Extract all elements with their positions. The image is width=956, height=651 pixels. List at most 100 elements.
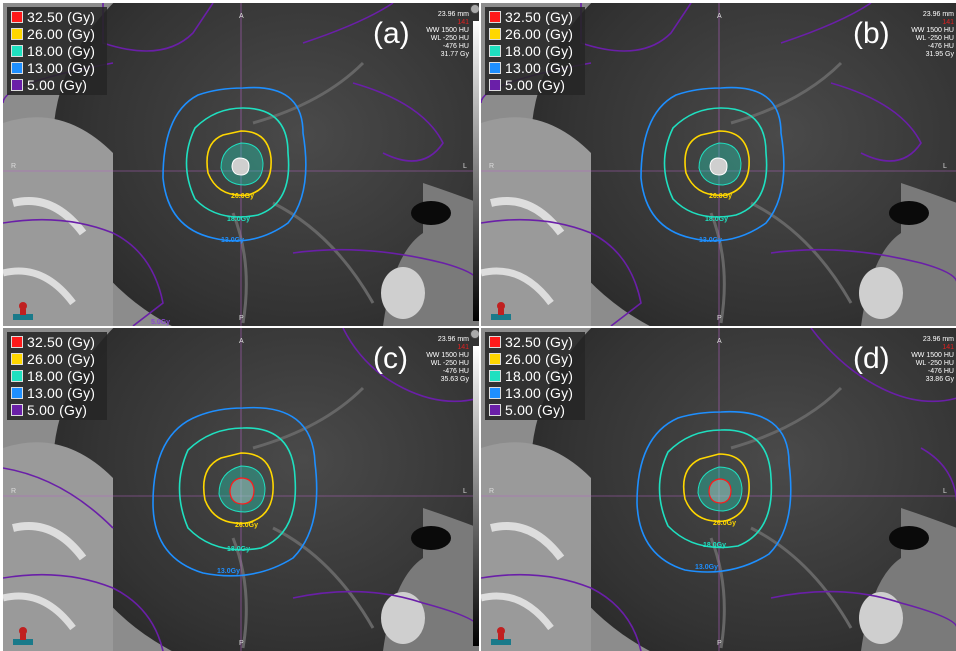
legend-swatch <box>489 61 501 74</box>
hu-readout: -476 HU <box>442 43 469 50</box>
legend-item: 32.50 (Gy) <box>7 333 107 350</box>
iso-label-18: 18.0Gy <box>227 216 250 223</box>
ct-slice-image <box>3 3 479 326</box>
slice-number: 141 <box>942 344 954 351</box>
ct-panel-b: 32.50 (Gy) 26.00 (Gy) 18.00 (Gy) 13.00 (… <box>481 3 956 326</box>
legend-swatch <box>11 403 23 416</box>
legend-swatch <box>489 386 501 399</box>
legend-swatch <box>489 335 501 348</box>
patient-orientation-icon <box>491 627 511 645</box>
orientation-top: A <box>717 338 722 345</box>
legend-label: 18.00 (Gy) <box>505 367 574 384</box>
legend-item: 5.00 (Gy) <box>7 401 107 418</box>
legend-swatch <box>11 44 23 57</box>
legend-item: 26.00 (Gy) <box>7 350 107 367</box>
legend-label: 26.00 (Gy) <box>505 25 574 42</box>
legend-swatch <box>11 61 23 74</box>
distance-readout: 23.96 mm <box>922 336 954 343</box>
dose-readout: 31.77 Gy <box>440 51 469 58</box>
legend-label: 5.00 (Gy) <box>27 76 88 93</box>
legend-label: 5.00 (Gy) <box>27 401 88 418</box>
panel-letter: (a) <box>373 17 410 50</box>
dose-readout: 35.63 Gy <box>440 376 469 383</box>
legend-item: 32.50 (Gy) <box>485 8 585 25</box>
legend-label: 5.00 (Gy) <box>505 401 566 418</box>
legend-label: 32.50 (Gy) <box>505 333 574 350</box>
slice-number: 141 <box>457 344 469 351</box>
legend-item: 26.00 (Gy) <box>485 350 585 367</box>
legend-label: 18.00 (Gy) <box>27 367 96 384</box>
orientation-left: R <box>489 488 495 495</box>
orientation-top: A <box>239 13 244 20</box>
window-ramp[interactable] <box>473 346 479 646</box>
window-knob-icon[interactable] <box>470 329 479 339</box>
iso-label-13: 13.0Gy <box>699 237 722 244</box>
legend-item: 13.00 (Gy) <box>485 384 585 401</box>
window-width: WW 1500 HU <box>911 27 954 34</box>
window-level: WL -250 HU <box>915 360 954 367</box>
dose-legend: 32.50 (Gy) 26.00 (Gy) 18.00 (Gy) 13.00 (… <box>485 332 585 420</box>
orientation-bottom: P <box>239 315 244 322</box>
iso-label-18: 18.0Gy <box>705 216 728 223</box>
legend-swatch <box>489 78 501 91</box>
legend-item: 13.00 (Gy) <box>7 384 107 401</box>
legend-swatch <box>11 27 23 40</box>
image-info: 23.96 mm 141 WW 1500 HU WL -250 HU -476 … <box>409 336 469 384</box>
legend-item: 13.00 (Gy) <box>7 59 107 76</box>
window-level: WL -250 HU <box>430 360 469 367</box>
legend-item: 26.00 (Gy) <box>485 25 585 42</box>
legend-item: 26.00 (Gy) <box>7 25 107 42</box>
iso-label-5: 5.0Gy <box>151 319 171 326</box>
window-width: WW 1500 HU <box>426 27 469 34</box>
ct-panel-a: 32.50 (Gy) 26.00 (Gy) 18.00 (Gy) 13.00 (… <box>3 3 479 326</box>
legend-item: 18.00 (Gy) <box>485 42 585 59</box>
image-info: 23.96 mm 141 WW 1500 HU WL -250 HU -476 … <box>894 11 954 59</box>
iso-label-13: 13.0Gy <box>695 564 718 571</box>
patient-orientation-icon <box>491 302 511 320</box>
window-ramp[interactable] <box>473 21 479 321</box>
orientation-right: L <box>943 163 947 170</box>
dose-legend: 32.50 (Gy) 26.00 (Gy) 18.00 (Gy) 13.00 (… <box>485 7 585 95</box>
legend-label: 13.00 (Gy) <box>505 59 574 76</box>
orientation-left: R <box>489 163 495 170</box>
dose-readout: 33.86 Gy <box>925 376 954 383</box>
orientation-right: L <box>463 163 467 170</box>
window-knob-icon[interactable] <box>470 4 479 14</box>
dose-legend: 32.50 (Gy) 26.00 (Gy) 18.00 (Gy) 13.00 (… <box>7 332 107 420</box>
iso-label-26: 26.0Gy <box>709 193 732 200</box>
slice-number: 141 <box>457 19 469 26</box>
legend-swatch <box>11 369 23 382</box>
legend-item: 18.00 (Gy) <box>7 42 107 59</box>
dose-readout: 31.95 Gy <box>925 51 954 58</box>
legend-item: 5.00 (Gy) <box>485 401 585 418</box>
hu-readout: -476 HU <box>927 368 954 375</box>
orientation-bottom: P <box>717 640 722 647</box>
iso-label-18: 18.0Gy <box>703 542 726 549</box>
legend-label: 32.50 (Gy) <box>27 8 96 25</box>
distance-readout: 23.96 mm <box>437 336 469 343</box>
distance-readout: 23.96 mm <box>437 11 469 18</box>
orientation-top: A <box>717 13 722 20</box>
legend-item: 5.00 (Gy) <box>485 76 585 93</box>
legend-item: 18.00 (Gy) <box>7 367 107 384</box>
legend-label: 13.00 (Gy) <box>27 384 96 401</box>
iso-label-13: 13.0Gy <box>217 568 240 575</box>
legend-item: 32.50 (Gy) <box>7 8 107 25</box>
legend-label: 26.00 (Gy) <box>27 25 96 42</box>
legend-item: 18.00 (Gy) <box>485 367 585 384</box>
iso-label-18: 18.0Gy <box>227 546 250 553</box>
legend-swatch <box>489 352 501 365</box>
legend-label: 26.00 (Gy) <box>27 350 96 367</box>
window-width: WW 1500 HU <box>911 352 954 359</box>
patient-orientation-icon <box>13 302 33 320</box>
orientation-left: R <box>11 488 17 495</box>
patient-orientation-icon <box>13 627 33 645</box>
ct-panel-d: 32.50 (Gy) 26.00 (Gy) 18.00 (Gy) 13.00 (… <box>481 328 956 651</box>
legend-swatch <box>489 44 501 57</box>
legend-swatch <box>489 403 501 416</box>
ct-panel-c: 32.50 (Gy) 26.00 (Gy) 18.00 (Gy) 13.00 (… <box>3 328 479 651</box>
dose-legend: 32.50 (Gy) 26.00 (Gy) 18.00 (Gy) 13.00 (… <box>7 7 107 95</box>
legend-label: 26.00 (Gy) <box>505 350 574 367</box>
legend-label: 13.00 (Gy) <box>27 59 96 76</box>
